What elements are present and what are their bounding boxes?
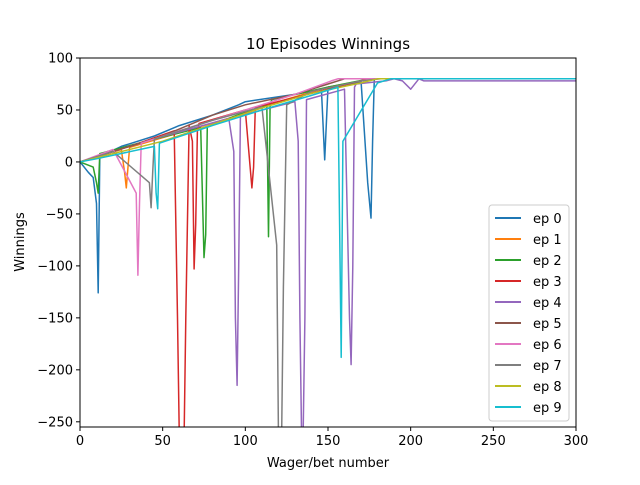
legend-label: ep 0 bbox=[533, 212, 562, 227]
legend-label: ep 7 bbox=[533, 359, 562, 374]
x-tick-label: 250 bbox=[481, 434, 506, 449]
y-tick-label: 50 bbox=[56, 103, 73, 118]
y-tick-label: 0 bbox=[65, 155, 73, 170]
y-axis-label: Winnings bbox=[13, 212, 28, 272]
y-tick-label: −250 bbox=[37, 415, 73, 430]
x-tick-label: 300 bbox=[564, 434, 589, 449]
legend-label: ep 5 bbox=[533, 317, 562, 332]
series-line-ep-3 bbox=[80, 78, 576, 427]
legend-label: ep 8 bbox=[533, 380, 562, 395]
y-tick-label: −150 bbox=[37, 311, 73, 326]
legend-label: ep 6 bbox=[533, 338, 562, 353]
x-tick-label: 200 bbox=[398, 434, 423, 449]
legend-label: ep 4 bbox=[533, 296, 562, 311]
y-tick-label: −200 bbox=[37, 363, 73, 378]
x-axis-label: Wager/bet number bbox=[267, 456, 390, 471]
x-tick-label: 150 bbox=[316, 434, 341, 449]
y-tick-label: 100 bbox=[48, 52, 73, 67]
series-line-ep-8 bbox=[80, 78, 576, 163]
x-tick-label: 50 bbox=[154, 434, 171, 449]
series-line-ep-0 bbox=[80, 78, 576, 294]
y-tick-label: −50 bbox=[46, 207, 73, 222]
legend-label: ep 3 bbox=[533, 275, 562, 290]
y-tick-label: −100 bbox=[37, 259, 73, 274]
series-line-ep-9 bbox=[80, 78, 576, 359]
legend-label: ep 2 bbox=[533, 254, 562, 269]
legend-label: ep 9 bbox=[533, 401, 562, 416]
series-line-ep-5 bbox=[80, 78, 576, 163]
x-tick-label: 100 bbox=[233, 434, 258, 449]
legend-label: ep 1 bbox=[533, 233, 562, 248]
series-line-ep-7 bbox=[80, 78, 576, 427]
x-tick-label: 0 bbox=[76, 434, 84, 449]
chart-title: 10 Episodes Winnings bbox=[246, 35, 410, 53]
plot-area bbox=[80, 78, 576, 427]
